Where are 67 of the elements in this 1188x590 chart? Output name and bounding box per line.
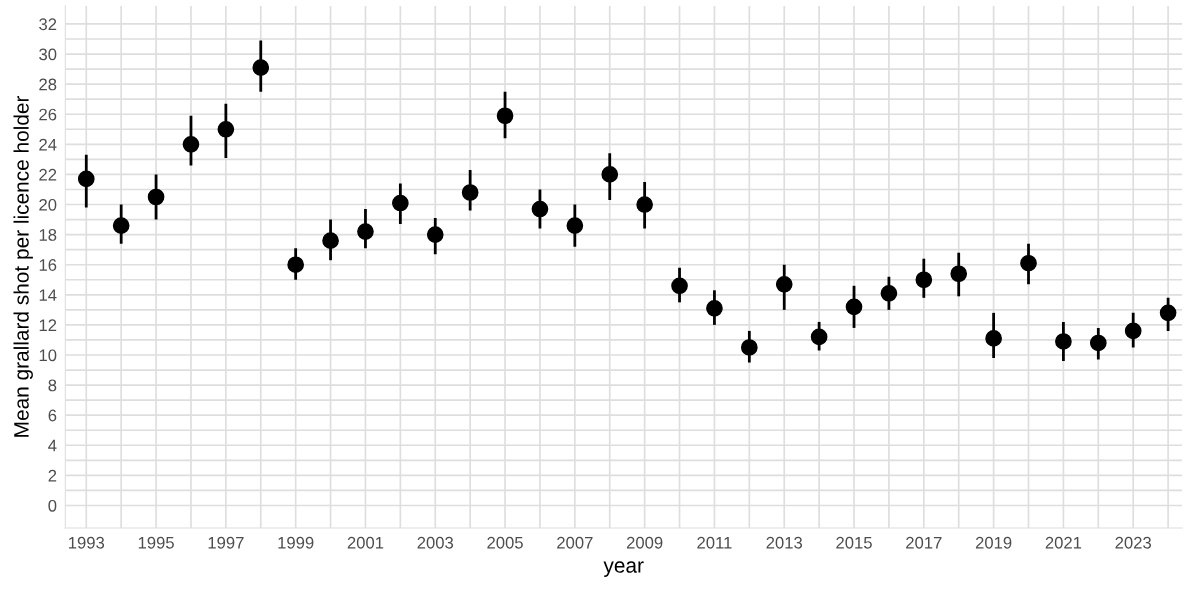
point	[426, 226, 444, 243]
point	[252, 59, 270, 76]
x-tick-label: 2015	[836, 536, 872, 549]
y-tick-label: 10	[39, 349, 57, 362]
point	[775, 275, 793, 293]
y-tick-label: 28	[39, 78, 57, 91]
y-axis-title: Mean grallard shot per licence holder	[13, 95, 33, 437]
y-tick-label: 14	[39, 289, 57, 301]
point	[601, 166, 619, 183]
y-tick-label: 6	[48, 409, 57, 422]
point	[531, 200, 549, 218]
point	[566, 217, 584, 234]
x-tick-label: 1995	[138, 536, 174, 549]
y-tick-label: 26	[39, 108, 57, 121]
point	[810, 328, 828, 346]
x-tick-label: 2007	[557, 536, 593, 549]
point	[1020, 254, 1037, 272]
x-tick-label: 2021	[1045, 536, 1082, 549]
point	[357, 223, 374, 240]
y-tick-label: 24	[39, 138, 57, 151]
point	[77, 170, 95, 188]
point	[985, 330, 1002, 347]
y-tick-label: 18	[39, 229, 57, 241]
y-tick-label: 22	[39, 168, 57, 181]
y-tick-label: 32	[39, 18, 57, 31]
point	[217, 120, 235, 138]
x-tick-label: 2005	[487, 536, 523, 549]
x-tick-label: 2013	[766, 536, 803, 549]
x-tick-label: 2011	[697, 536, 732, 549]
point	[392, 194, 409, 212]
y-tick-label: 12	[39, 319, 57, 331]
x-tick-label: 2001	[347, 536, 384, 549]
x-tick-label: 1997	[208, 536, 244, 549]
point	[1124, 322, 1142, 340]
x-tick-label: 1993	[69, 536, 105, 549]
x-axis-title: year	[603, 561, 644, 577]
x-tick-label: 2019	[975, 536, 1012, 549]
point	[880, 284, 898, 302]
point	[671, 277, 688, 295]
y-tick-label: 4	[48, 439, 57, 452]
y-tick-label: 0	[48, 499, 57, 512]
point	[706, 300, 723, 317]
point	[112, 217, 130, 234]
point	[1055, 333, 1072, 350]
point	[950, 265, 968, 283]
point	[461, 184, 479, 201]
y-tick-label: 8	[48, 379, 57, 392]
point	[845, 298, 863, 316]
x-tick-label: 2023	[1115, 536, 1152, 549]
y-tick-label: 2	[48, 469, 57, 482]
point	[496, 107, 514, 125]
x-tick-label: 2017	[906, 536, 942, 549]
point	[322, 232, 339, 249]
point	[182, 136, 200, 153]
x-tick-label: 2003	[417, 536, 454, 549]
y-tick-label: 20	[39, 198, 57, 211]
point	[1159, 304, 1177, 322]
x-tick-label: 2009	[626, 536, 663, 549]
point	[287, 256, 304, 274]
point	[1089, 334, 1107, 352]
point	[740, 339, 758, 356]
point	[915, 271, 933, 289]
point	[147, 188, 165, 206]
x-tick-label: 1999	[278, 536, 314, 549]
y-tick-label: 16	[39, 259, 57, 271]
y-tick-label: 30	[39, 48, 57, 61]
point	[636, 196, 653, 213]
